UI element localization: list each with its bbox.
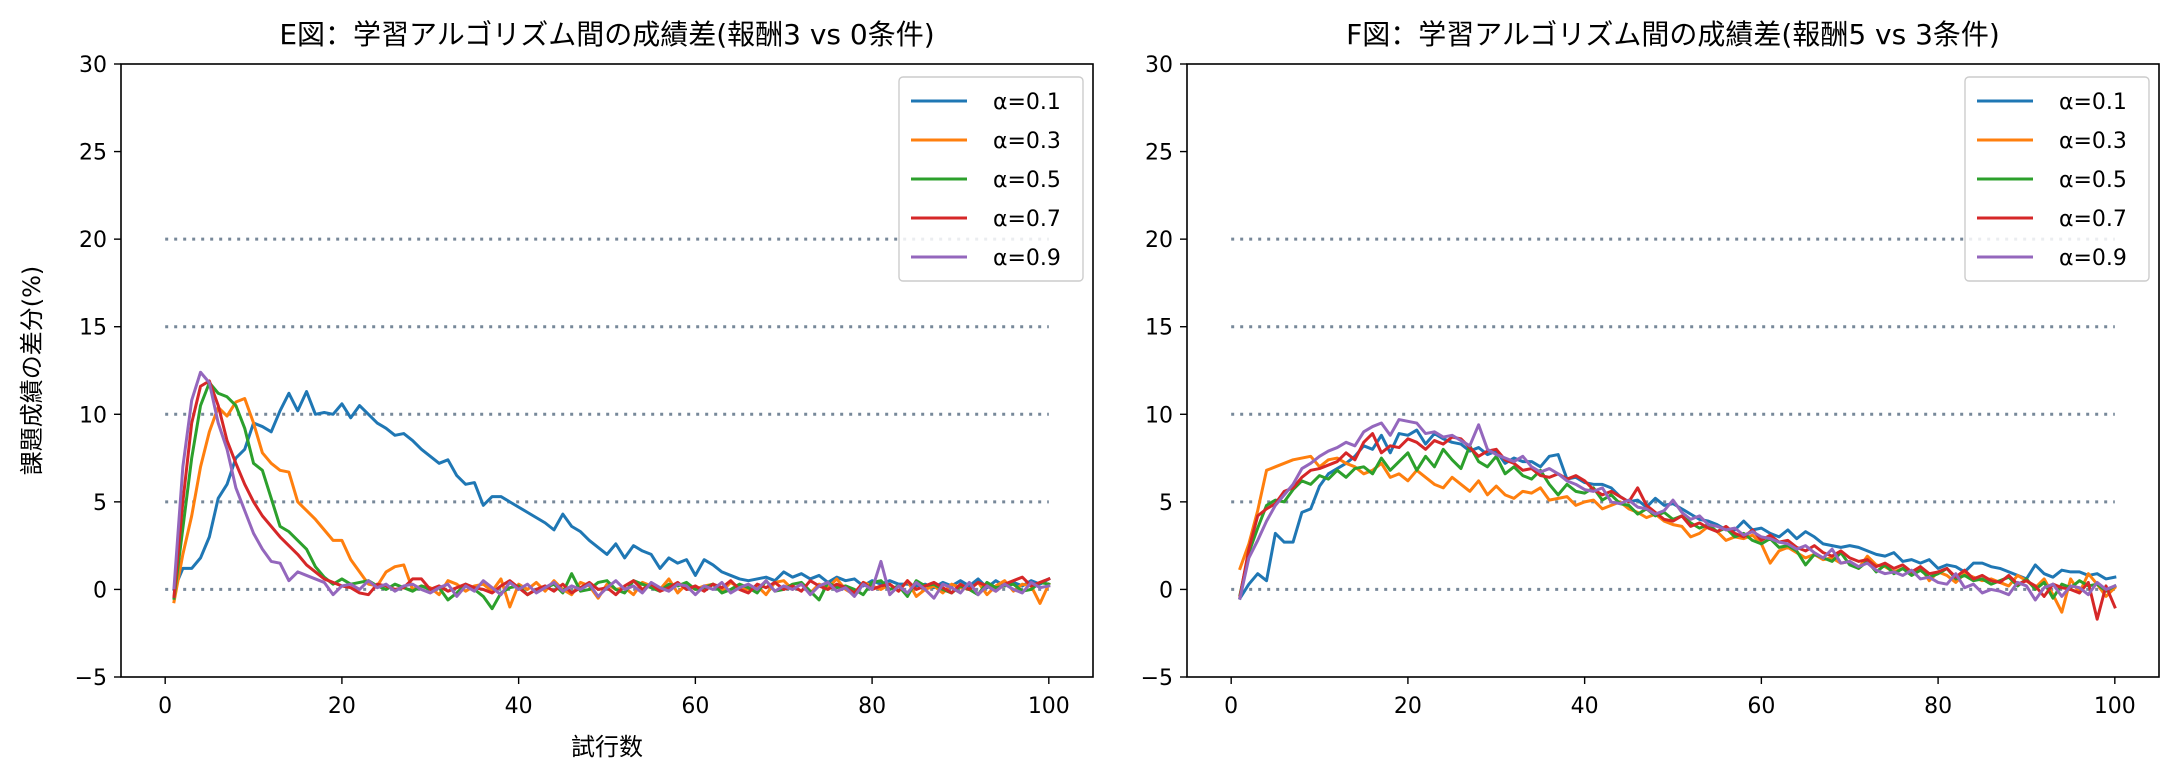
series-line-4	[1238, 432, 2117, 621]
y-tick-label: 5	[1159, 491, 1173, 516]
y-axis-label: 課題成績の差分(%)	[18, 266, 46, 476]
legend-box	[1964, 76, 2150, 282]
y-tick-label: 25	[1145, 141, 1173, 166]
x-tick-label: 40	[1571, 694, 1599, 719]
x-tick-label: 100	[2094, 694, 2136, 719]
chart-title: F図：学習アルゴリズム間の成績差(報酬5 vs 3条件)	[1346, 18, 2000, 51]
legend-label: α=0.1	[993, 90, 1061, 115]
y-tick-label: 0	[93, 578, 107, 603]
y-tick-label: 30	[79, 53, 107, 78]
chart-panel-1: 0 20 40 60 80 100 −5 0 5 10 15 20 25 30 E図：学習アルゴリズム間の成…	[18, 18, 1094, 761]
y-tick-label: 5	[93, 491, 107, 516]
legend-label: α=0.7	[993, 207, 1061, 232]
legend-label: α=0.3	[2059, 129, 2127, 154]
legend-label: α=0.9	[993, 246, 1061, 271]
x-tick-label: 0	[1224, 694, 1238, 719]
y-tick-label: 30	[1145, 53, 1173, 78]
legend-box	[898, 76, 1084, 282]
series-line-2	[1238, 454, 2117, 614]
series-line-4	[172, 379, 1051, 599]
y-tick-label: −5	[75, 666, 107, 691]
y-tick-label: 20	[1145, 228, 1173, 253]
chart-panel-2: 0 20 40 60 80 100 −5 0 5 10 15 20 25 30 F図：学習アルゴリズム間の成…	[1141, 18, 2160, 719]
y-tick-label: 10	[1145, 403, 1173, 428]
x-tick-label: 20	[328, 694, 356, 719]
y-tick-label: 15	[79, 316, 107, 341]
legend-label: α=0.9	[2059, 246, 2127, 271]
y-tick-label: 0	[1159, 578, 1173, 603]
legend-label: α=0.5	[993, 168, 1061, 193]
series-line-1	[1237, 428, 2117, 601]
legend-label: α=0.7	[2059, 207, 2127, 232]
legend-label: α=0.1	[2059, 90, 2127, 115]
y-tick-label: −5	[1141, 666, 1173, 691]
y-tick-label: 10	[79, 403, 107, 428]
x-tick-label: 60	[1747, 694, 1775, 719]
chart-title: E図：学習アルゴリズム間の成績差(報酬3 vs 0条件)	[279, 18, 934, 51]
legend-label: α=0.5	[2059, 168, 2127, 193]
plot-frame	[1186, 63, 2160, 678]
x-tick-label: 60	[681, 694, 709, 719]
y-tick-label: 15	[1145, 316, 1173, 341]
y-tick-label: 20	[79, 228, 107, 253]
y-tick-label: 25	[79, 141, 107, 166]
x-tick-label: 100	[1028, 694, 1070, 719]
legend: α=0.1 α=0.3 α=0.5 α=0.7 α=0.9	[1964, 76, 2150, 282]
x-axis-label: 試行数	[571, 733, 643, 761]
series-line-5	[172, 370, 1051, 600]
series-line-5	[1238, 418, 2117, 602]
x-tick-label: 80	[1924, 694, 1952, 719]
series-line-1	[172, 390, 1051, 592]
legend: α=0.1 α=0.3 α=0.5 α=0.7 α=0.9	[898, 76, 1084, 282]
plot-frame	[120, 63, 1094, 678]
x-tick-label: 40	[505, 694, 533, 719]
legend-label: α=0.3	[993, 129, 1061, 154]
x-tick-label: 80	[858, 694, 886, 719]
x-tick-label: 20	[1394, 694, 1422, 719]
x-tick-label: 0	[158, 694, 172, 719]
